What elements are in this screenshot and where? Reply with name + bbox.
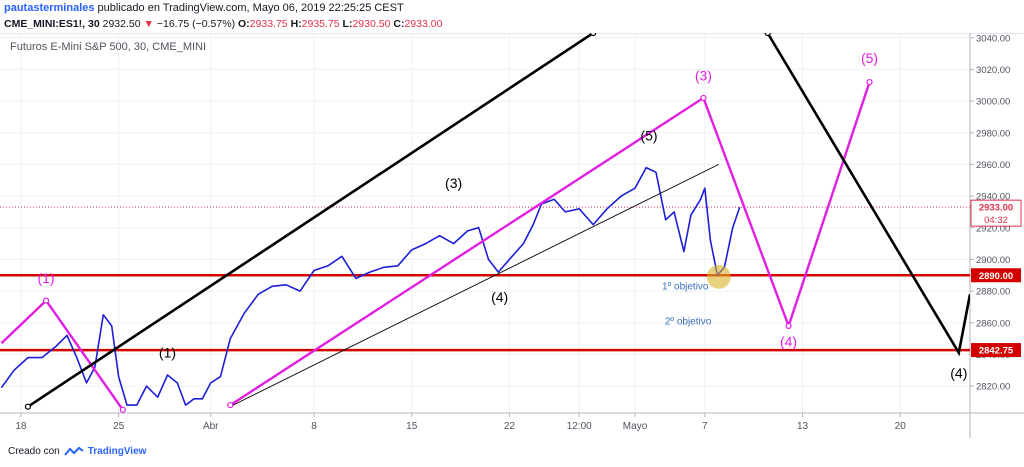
y-tick-label: 2980.00 [976, 128, 1010, 139]
wave-pivot-marker [24, 403, 32, 410]
y-tick-label: 2940.00 [976, 192, 1010, 203]
wave-label: (3) [445, 175, 462, 191]
high-label: H: [290, 18, 302, 30]
publication-line: pautasterminales publicado en TradingVie… [4, 2, 404, 14]
y-tick-label: 3020.00 [976, 65, 1010, 76]
x-tick-label: 7 [702, 421, 708, 432]
low-value: 2930.50 [352, 18, 391, 30]
y-tick-label: 2900.00 [976, 255, 1010, 266]
last-price: 2932.50 [102, 18, 141, 30]
y-tick-label: 3000.00 [976, 97, 1010, 108]
wave-pivot-marker [590, 33, 597, 37]
price-chart[interactable]: 2820.002840.002860.002880.002900.002920.… [0, 33, 1024, 438]
close-label: C: [393, 18, 405, 30]
close-value: 2933.00 [404, 18, 443, 30]
support-price-tag-bg [971, 343, 1021, 358]
objective-label: 2º objetivo [665, 316, 712, 327]
x-tick-label: 8 [311, 421, 317, 432]
created-with-label: Creado con [8, 446, 60, 457]
x-tick-label: 13 [797, 421, 809, 432]
published-info: publicado en TradingView.com, Mayo 06, 2… [97, 2, 404, 14]
y-tick-label: 2920.00 [976, 223, 1010, 234]
wave-pivot-marker [764, 33, 771, 37]
wave-black-line [766, 33, 970, 357]
open-value: 2933.75 [249, 18, 288, 30]
wave-label: (4) [491, 289, 508, 305]
wave-label: (1) [159, 345, 176, 361]
y-tick-label: 2860.00 [976, 318, 1010, 329]
x-tick-label: 12:00 [567, 421, 592, 432]
low-label: L: [342, 18, 353, 30]
wave-label: (1) [37, 270, 54, 286]
symbol: CME_MINI:ES1!, 30 [4, 18, 100, 30]
support-price-tag: 2842.75 [979, 346, 1014, 357]
quote-line: CME_MINI:ES1!, 30 2932.50 ▼ −16.75 (−0.5… [4, 18, 442, 30]
wave-label: (4) [780, 334, 797, 350]
tradingview-logo-icon [63, 446, 84, 456]
current-price-tag-bg [970, 199, 1022, 227]
down-arrow-icon: ▼ [143, 18, 154, 30]
x-tick-label: Abr [203, 421, 219, 432]
y-tick-label: 2820.00 [976, 382, 1010, 393]
y-tick-label: 2880.00 [976, 287, 1010, 298]
x-tick-label: 22 [504, 421, 516, 432]
y-tick-label: 3040.00 [976, 33, 1010, 44]
author-link[interactable]: pautasterminales [4, 2, 95, 14]
objective-label: 1º objetivo [662, 282, 709, 293]
y-tick-label: 2960.00 [976, 160, 1010, 171]
high-value: 2935.75 [301, 18, 340, 30]
wave-pivot-marker [785, 322, 792, 330]
price-series-line [0, 166, 741, 406]
x-tick-label: 20 [895, 421, 907, 432]
x-tick-label: 18 [15, 421, 27, 432]
wave-pivot-marker [700, 94, 707, 102]
wave-label: (5) [861, 50, 878, 66]
wave-label: (3) [695, 68, 712, 84]
open-label: O: [238, 18, 250, 30]
footer: Creado con TradingView [8, 446, 146, 457]
header-divider [0, 33, 1024, 34]
chart-title: Futuros E-Mini S&P 500, 30, CME_MINI [10, 41, 207, 53]
wave-label: (5) [640, 128, 657, 144]
support-price-tag-bg [971, 268, 1021, 283]
wave-pivot-marker [119, 406, 126, 413]
wave-label: (4) [950, 365, 967, 381]
x-tick-label: 25 [113, 421, 125, 432]
wave-pivot-marker [227, 401, 234, 409]
bar-countdown: 04:32 [984, 215, 1008, 226]
wave-black-thin-line [232, 163, 719, 406]
wave-pivot-marker [42, 297, 50, 304]
x-tick-label: 15 [406, 421, 418, 432]
tradingview-brand[interactable]: TradingView [87, 446, 147, 457]
price-change: −16.75 (−0.57%) [156, 18, 236, 30]
wave-pivot-marker [866, 78, 873, 86]
wave-magenta-line [229, 81, 871, 407]
current-price-tag: 2933.00 [979, 203, 1013, 214]
target-highlight-marker [706, 264, 731, 289]
support-price-tag: 2890.00 [979, 271, 1013, 282]
wave-black-line [27, 33, 594, 408]
x-tick-label: Mayo [623, 421, 648, 432]
